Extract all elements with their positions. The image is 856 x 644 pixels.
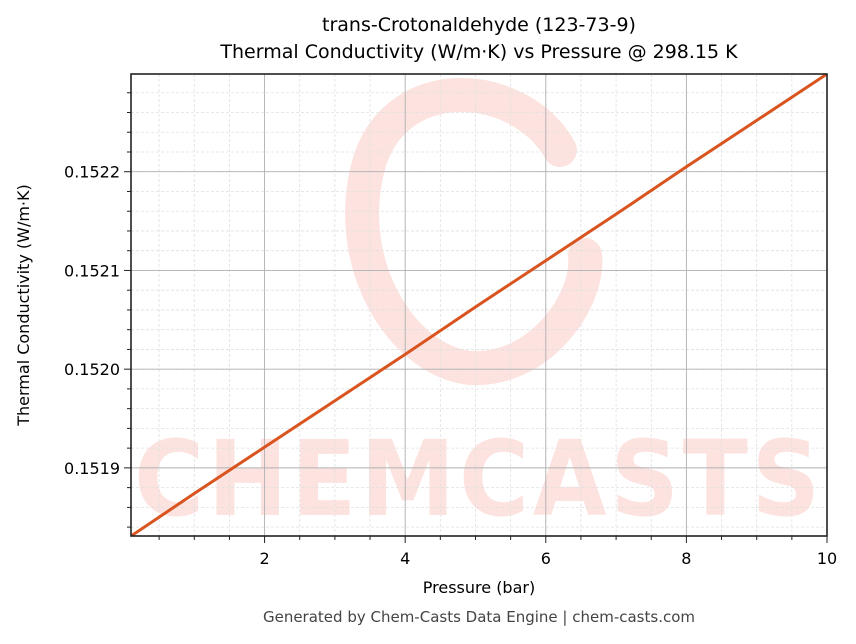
watermark: CHEMCASTS [134, 78, 824, 540]
chart-title: trans-Crotonaldehyde (123-73-9) Thermal … [131, 12, 827, 66]
data-series-line [131, 74, 827, 536]
x-tick-label: 10 [817, 549, 837, 568]
y-tick-label: 0.1519 [64, 459, 120, 478]
y-tick-label: 0.1520 [64, 360, 120, 379]
chart-title-line1: trans-Crotonaldehyde (123-73-9) [322, 14, 636, 36]
watermark-logo-swirl [345, 78, 603, 386]
x-tick-label: 2 [259, 549, 269, 568]
chart-title-line2: Thermal Conductivity (W/m·K) vs Pressure… [220, 41, 738, 63]
x-axis: 2 4 6 8 10 Pressure (bar) [158, 536, 837, 597]
x-tick-label: 8 [681, 549, 691, 568]
y-axis: 0.1519 0.1520 0.1521 0.1522 Thermal Conducti… [14, 92, 131, 528]
x-tick-label: 4 [400, 549, 410, 568]
footer-credit: Generated by Chem-Casts Data Engine | ch… [262, 608, 696, 626]
y-tick-label: 0.1521 [64, 261, 120, 280]
x-axis-label: Pressure (bar) [423, 578, 535, 597]
plot-frame [130, 73, 828, 537]
y-axis-label: Thermal Conductivity (W/m·K) [14, 184, 33, 427]
x-tick-label: 6 [541, 549, 551, 568]
watermark-text: CHEMCASTS [134, 418, 824, 540]
y-tick-label: 0.1522 [64, 163, 120, 182]
